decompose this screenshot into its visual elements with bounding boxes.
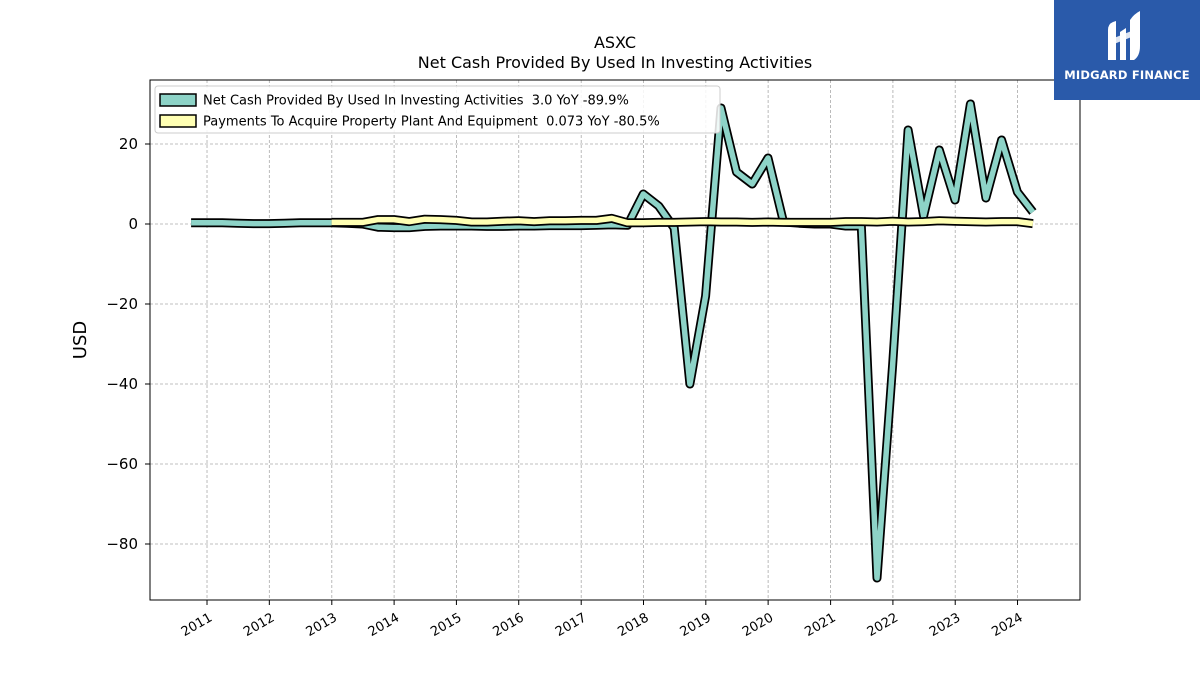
- x-tick-label: 2021: [802, 610, 838, 640]
- x-tick-label: 2011: [179, 610, 215, 640]
- x-tick-label: 2013: [304, 610, 340, 640]
- x-axis: 2011 2012 2013 2014 2015 2016 2017 2018 2019 2020…: [179, 600, 1026, 640]
- legend-label-net-cash: Net Cash Provided By Used In Investing A…: [203, 94, 629, 109]
- plot-frame: [149, 79, 1081, 601]
- y-tick-label: −60: [106, 455, 138, 473]
- x-tick-label: 2022: [865, 610, 901, 640]
- legend-label-capex: Payments To Acquire Property Plant And E…: [203, 115, 660, 130]
- legend-swatch-capex: [159, 114, 197, 128]
- x-tick-label: 2014: [366, 610, 402, 640]
- legend-swatch-net-cash: [159, 93, 197, 107]
- series-line-1: [331, 215, 1034, 227]
- x-tick-label: 2020: [740, 610, 776, 640]
- x-tick-label: 2018: [615, 610, 651, 640]
- logo-bg-rect: [1054, 0, 1200, 100]
- logo-background: [1054, 0, 1200, 100]
- series-layer: [191, 99, 1037, 583]
- x-tick-label: 2019: [678, 610, 714, 640]
- chart-title: ASXC: [594, 33, 636, 52]
- y-tick-label: 20: [119, 135, 138, 153]
- x-tick-label: 2015: [428, 610, 464, 640]
- y-tick-label: −80: [106, 535, 138, 553]
- y-axis: 20 0 −20 −40 −60 −80: [106, 135, 150, 553]
- x-tick-label: 2023: [927, 610, 963, 640]
- x-tick-label: 2012: [241, 610, 277, 640]
- x-tick-label: 2017: [553, 610, 589, 640]
- legend: Net Cash Provided By Used In Investing A…: [154, 85, 721, 134]
- midgard-m-logo-icon: [1108, 11, 1140, 60]
- x-tick-label: 2016: [491, 610, 527, 640]
- x-tick-label: 2024: [989, 610, 1025, 640]
- chart-subtitle: Net Cash Provided By Used In Investing A…: [418, 53, 812, 72]
- logo-text: MIDGARD FINANCE: [1064, 68, 1190, 82]
- y-tick-label: −20: [106, 295, 138, 313]
- legend-box: [154, 85, 721, 134]
- y-tick-label: −40: [106, 375, 138, 393]
- logo: MIDGARD FINANCE: [1054, 0, 1200, 100]
- y-tick-label: 0: [128, 215, 138, 233]
- series-line-0: [191, 101, 1036, 581]
- y-axis-label: USD: [70, 321, 91, 359]
